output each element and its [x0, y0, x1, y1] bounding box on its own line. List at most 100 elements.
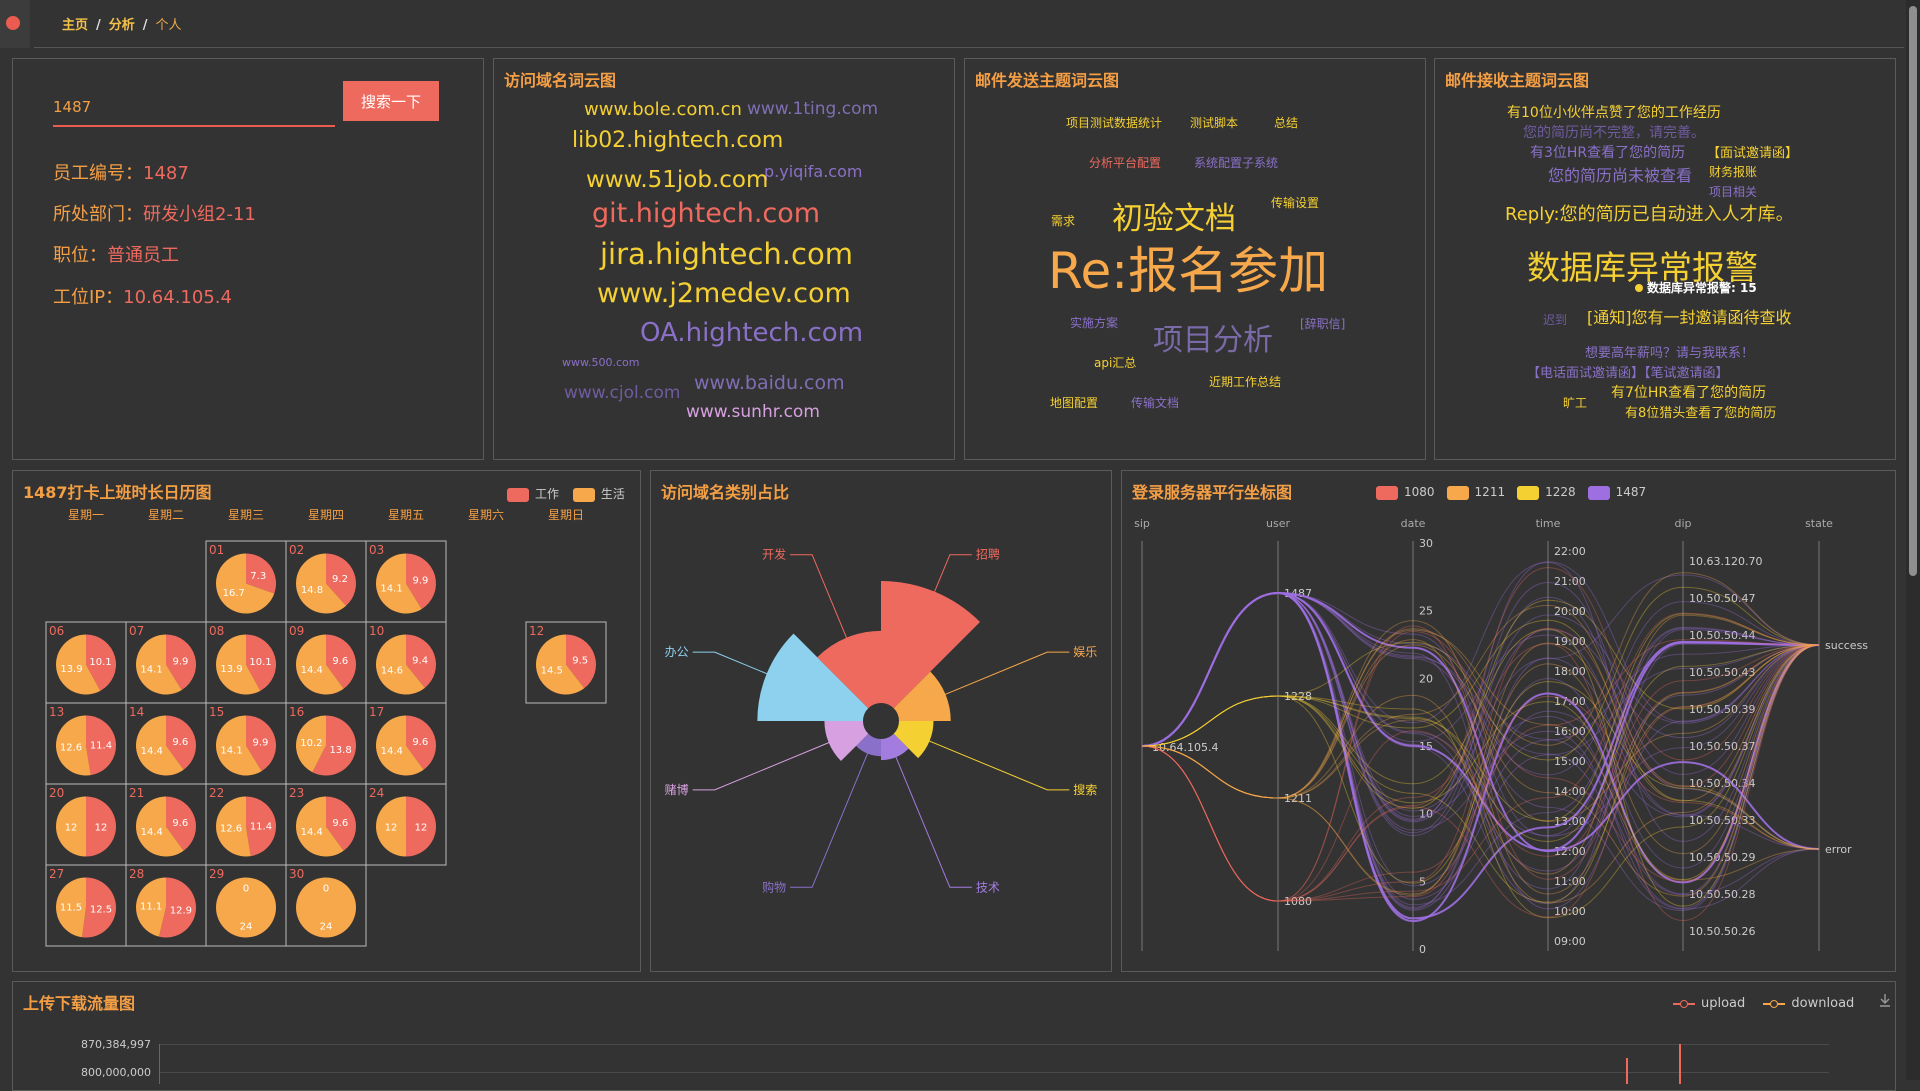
day-number: 09	[289, 624, 304, 638]
weekday-label: 星期一	[68, 508, 104, 522]
rose-slice	[757, 633, 869, 721]
cloud-word: www.bole.com.cn	[584, 99, 742, 120]
breadcrumb-analysis[interactable]: 分析	[108, 18, 135, 33]
position-label: 职位：	[53, 245, 107, 266]
cloud-word: 有3位HR查看了您的简历	[1530, 145, 1686, 161]
cloud-word: Re:报名参加	[1048, 242, 1329, 300]
data-line	[1141, 644, 1820, 895]
time-tick: 19:00	[1554, 635, 1586, 648]
life-hours-label: 14.4	[381, 746, 403, 757]
legend-label: 生活	[600, 487, 625, 501]
y-tick: 870,384,997	[81, 1038, 151, 1051]
data-line	[1141, 627, 1820, 902]
time-tick: 12:00	[1554, 845, 1586, 858]
data-line	[1141, 643, 1820, 922]
download-icon[interactable]	[1879, 992, 1891, 1007]
cloud-word: lib02.hightech.com	[572, 128, 784, 153]
weekday-label: 星期二	[148, 508, 184, 522]
work-hours-label: 7.3	[250, 571, 266, 582]
day-number: 10	[369, 624, 384, 638]
life-hours-label: 14.5	[541, 665, 563, 676]
employee-id-row: 员工编号：1487	[53, 159, 189, 185]
work-hours-label: 9.9	[412, 575, 428, 586]
legend-label: 1211	[1474, 485, 1506, 499]
cloud-word: 迟到	[1543, 313, 1568, 327]
life-slice	[136, 877, 166, 937]
data-line	[1141, 592, 1820, 872]
legend-label: 1487	[1615, 485, 1647, 499]
date-tick: 10	[1419, 808, 1433, 821]
day-number: 08	[209, 624, 224, 638]
data-line	[1141, 592, 1820, 900]
work-hours-label: 9.9	[252, 737, 268, 748]
legend-item[interactable]: 1080	[1376, 485, 1435, 500]
work-hours-label: 9.4	[412, 655, 428, 666]
dip-tick: 10.50.50.34	[1689, 777, 1755, 790]
cloud-word: 【面试邀请函】	[1707, 146, 1799, 161]
data-line	[1141, 592, 1820, 910]
legend-item-work[interactable]: 工作	[507, 487, 559, 502]
slice-label: 购物	[762, 879, 786, 894]
parallel-legend: 1080 1211 1228 1487	[1376, 485, 1658, 500]
legend-item-upload[interactable]: upload	[1673, 996, 1745, 1011]
work-slice	[326, 553, 357, 606]
day-number: 02	[289, 543, 304, 557]
app-logo[interactable]	[0, 0, 30, 48]
life-slice	[55, 715, 91, 776]
breadcrumb-home[interactable]: 主页	[62, 18, 89, 33]
user-label: 1228	[1284, 690, 1312, 703]
axis-name: user	[1266, 517, 1290, 530]
slice-label: 开发	[762, 547, 786, 562]
data-line	[1141, 592, 1820, 887]
page-scrollbar[interactable]	[1906, 0, 1920, 1080]
legend-item[interactable]: 1211	[1446, 485, 1506, 500]
data-line	[1141, 642, 1820, 896]
cloud-word: 想要高年薪吗？请与我联系！	[1585, 346, 1755, 361]
legend-item-life[interactable]: 生活	[572, 487, 625, 502]
work-slice	[326, 796, 356, 851]
search-button[interactable]: 搜索一下	[343, 81, 439, 121]
dip-tick: 10.50.50.47	[1689, 592, 1755, 605]
legend-swatch	[1517, 485, 1540, 500]
data-line	[1141, 592, 1820, 823]
legend-item-download[interactable]: download	[1763, 996, 1854, 1011]
work-slice	[246, 796, 276, 857]
cloud-word: 项目分析	[1153, 323, 1273, 358]
life-slice	[56, 877, 86, 938]
work-slice	[86, 796, 116, 857]
legend-item[interactable]: 1228	[1517, 485, 1576, 500]
work-slice	[158, 877, 196, 938]
rose-slice	[881, 581, 980, 709]
work-slice	[406, 634, 436, 688]
cloud-word: [辞职信]	[1300, 317, 1346, 331]
data-line	[1141, 592, 1820, 909]
day-number: 12	[529, 624, 544, 638]
data-line	[1141, 592, 1820, 837]
scrollbar-thumb[interactable]	[1909, 6, 1917, 576]
cloud-word: www.51job.com	[586, 167, 769, 193]
cloud-word: api汇总	[1094, 356, 1137, 370]
life-hours-label: 14.4	[301, 827, 323, 838]
life-slice	[375, 796, 406, 857]
legend-label: download	[1791, 996, 1855, 1011]
legend-item[interactable]: 1487	[1587, 485, 1647, 500]
day-number: 01	[209, 543, 224, 557]
cloud-word: OA.hightech.com	[640, 318, 864, 348]
data-line	[1141, 561, 1820, 822]
life-hours-label: 12	[65, 823, 78, 834]
state-label: error	[1825, 843, 1852, 856]
work-hours-label: 9.5	[572, 656, 588, 667]
data-line	[1141, 620, 1820, 822]
life-hours-label: 10.2	[300, 738, 322, 749]
data-line	[1141, 644, 1820, 904]
leader-line	[790, 749, 870, 888]
employee-id-value: 1487	[143, 163, 189, 184]
cloud-word: 有10位小伙伴点赞了您的工作经历	[1507, 105, 1721, 121]
department-row: 所处部门：研发小组2-11	[53, 200, 256, 226]
life-slice	[55, 796, 86, 857]
data-line	[1141, 644, 1820, 842]
data-line	[1141, 592, 1820, 909]
employee-search-input[interactable]	[53, 89, 335, 127]
logo-icon	[6, 16, 20, 30]
cloud-word: 分析平台配置	[1089, 156, 1162, 170]
